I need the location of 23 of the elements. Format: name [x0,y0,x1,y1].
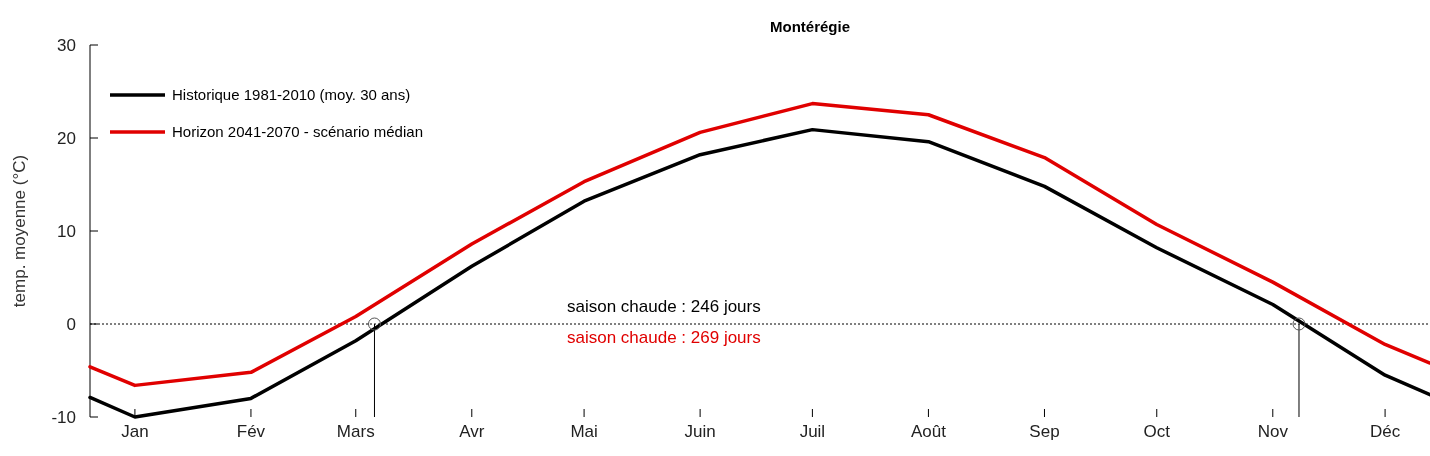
y-tick-label: 30 [57,35,76,55]
y-tick-label: 20 [57,128,76,148]
x-tick-label: Sep [1029,422,1060,441]
x-tick-label: Mars [336,422,375,441]
y-tick-label: 10 [57,221,76,241]
x-tick-label: Déc [1369,422,1401,441]
x-tick-label: Juil [799,422,826,441]
x-tick-label: Avr [459,422,485,441]
x-tick-label: Oct [1143,422,1171,441]
y-tick-label: -10 [51,407,76,427]
legend-label: Historique 1981-2010 (moy. 30 ans) [172,86,411,104]
x-tick-label: Fév [236,422,266,441]
annotation: saison chaude : 269 jours [567,328,761,347]
x-tick-label: Nov [1257,422,1289,441]
y-tick-label: 0 [66,314,76,334]
x-tick-label: Août [910,422,947,441]
x-tick-label: Mai [570,422,598,441]
x-tick-label: Juin [684,422,716,441]
chart-title: Montérégie [769,18,851,35]
legend-label: Horizon 2041-2070 - scénario médian [172,123,423,141]
y-axis-title: temp. moyenne (°C) [10,154,29,308]
x-tick-label: Jan [121,422,149,441]
annotation: saison chaude : 246 jours [567,297,761,316]
